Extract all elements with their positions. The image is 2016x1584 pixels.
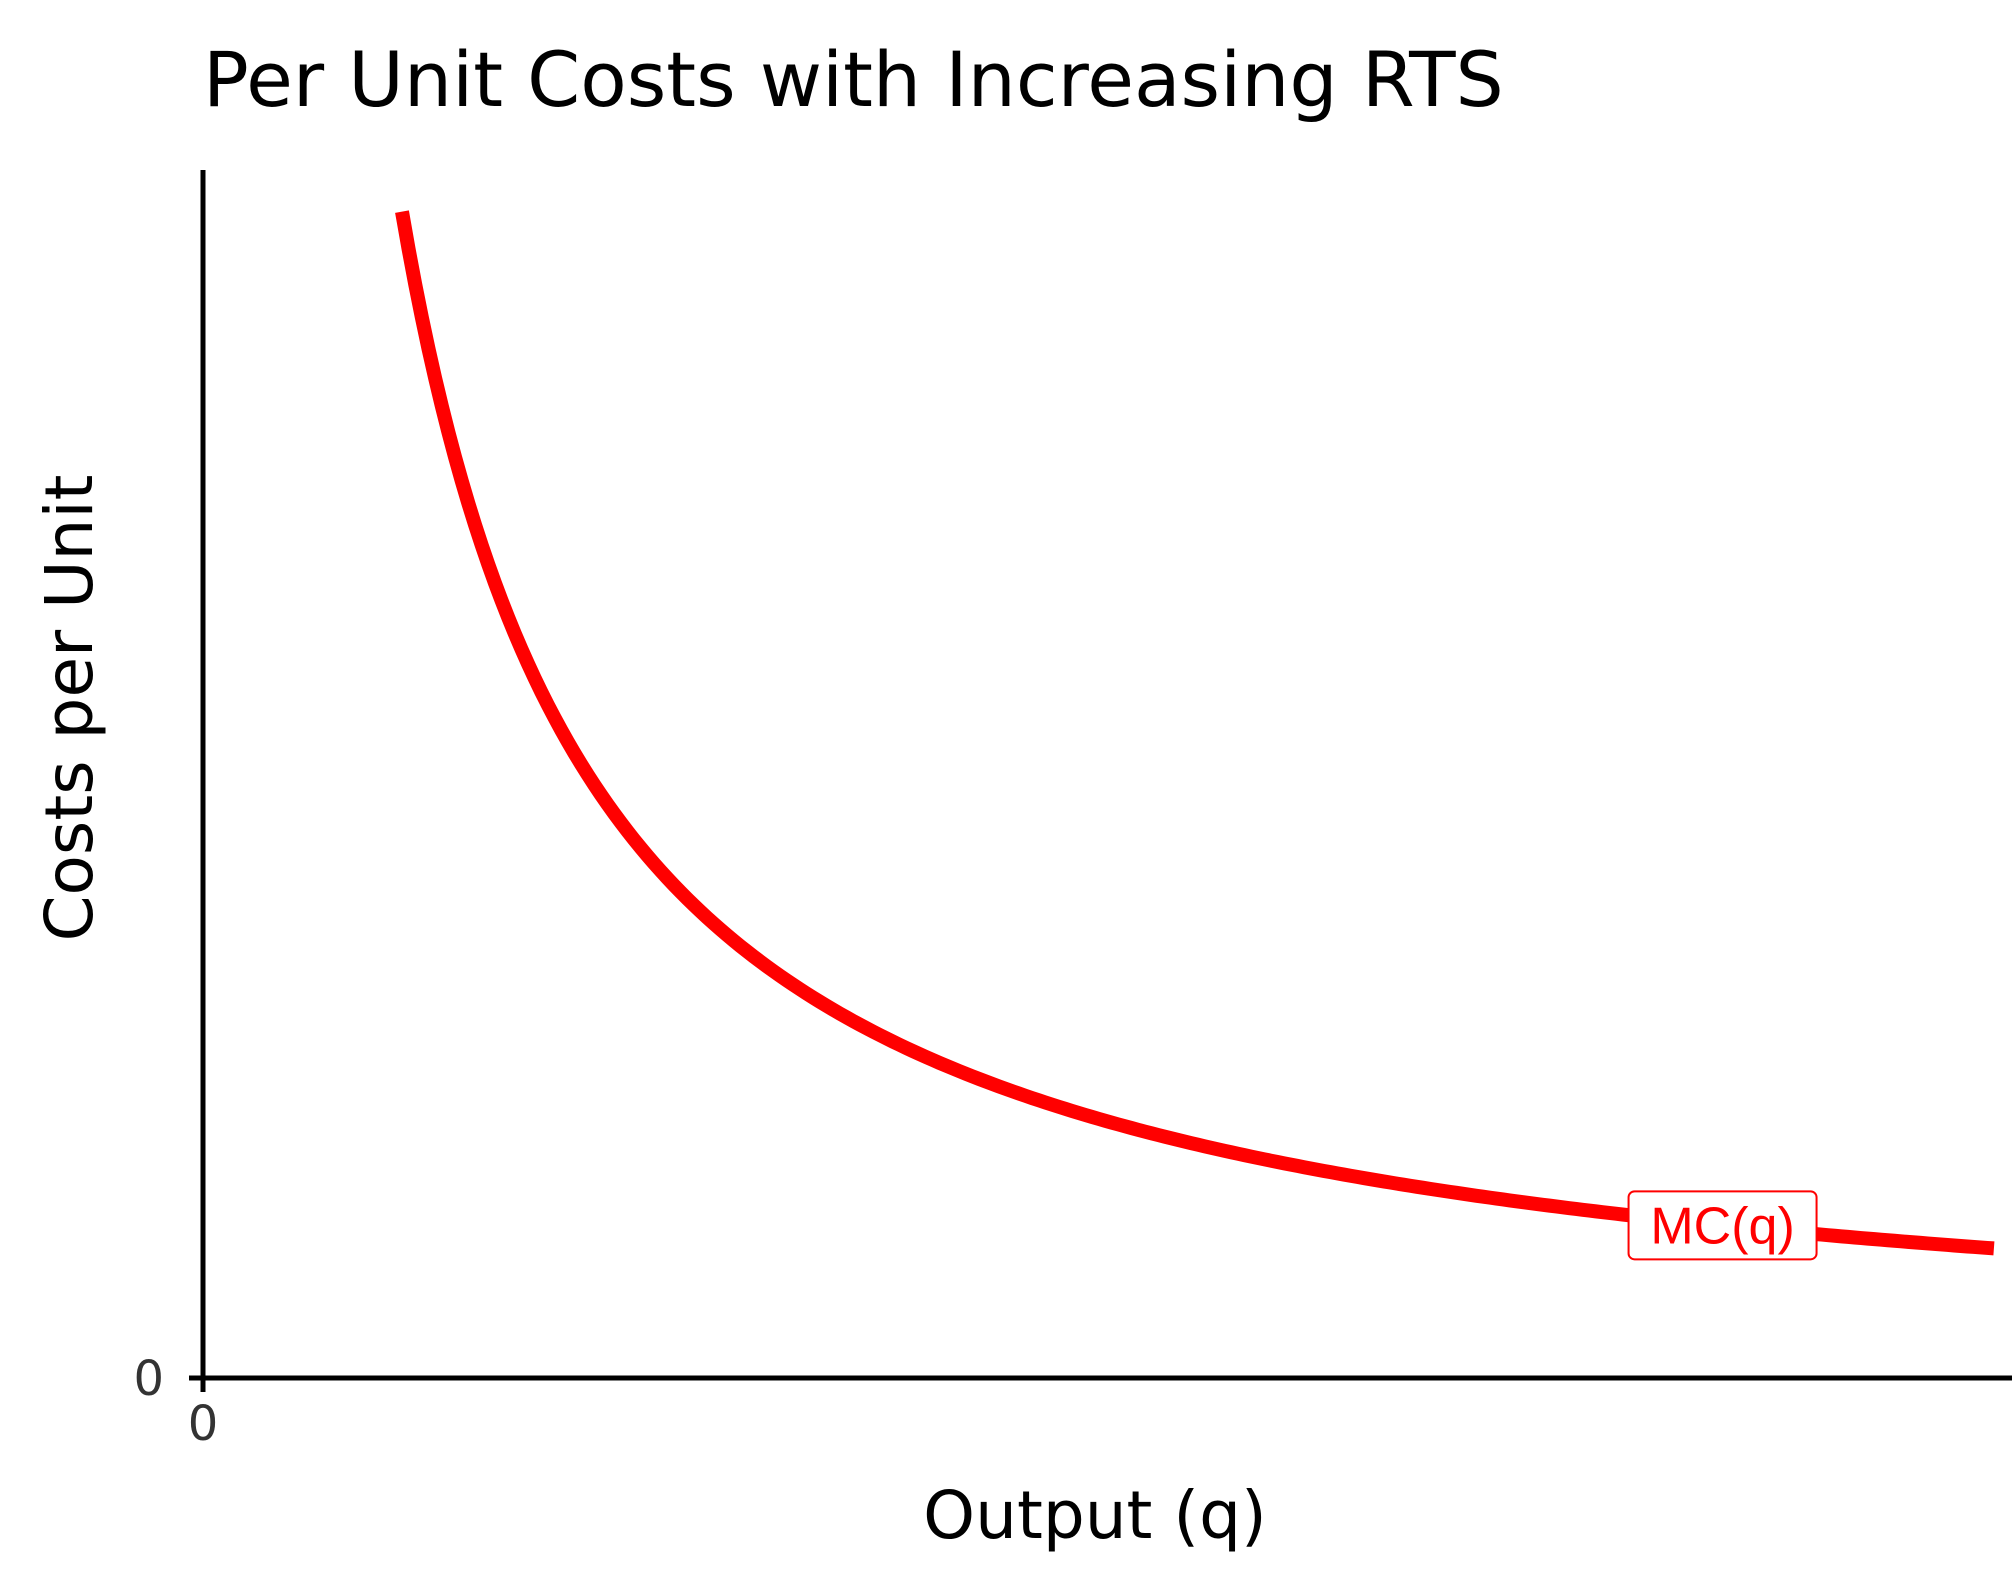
plot-area: 00 MC(q) (133, 170, 2012, 1452)
x-axis-title: Output (q) (923, 1477, 1267, 1554)
mc-curve (395, 210, 1995, 1256)
y-axis-title: Costs per Unit (31, 474, 108, 941)
chart-title: Per Unit Costs with Increasing RTS (203, 35, 1504, 124)
y-tick-label: 0 (133, 1351, 164, 1407)
mc-label: MC(q) (1650, 1197, 1794, 1255)
x-tick-label: 0 (188, 1396, 219, 1452)
mc-label-box (1627, 1190, 1818, 1261)
